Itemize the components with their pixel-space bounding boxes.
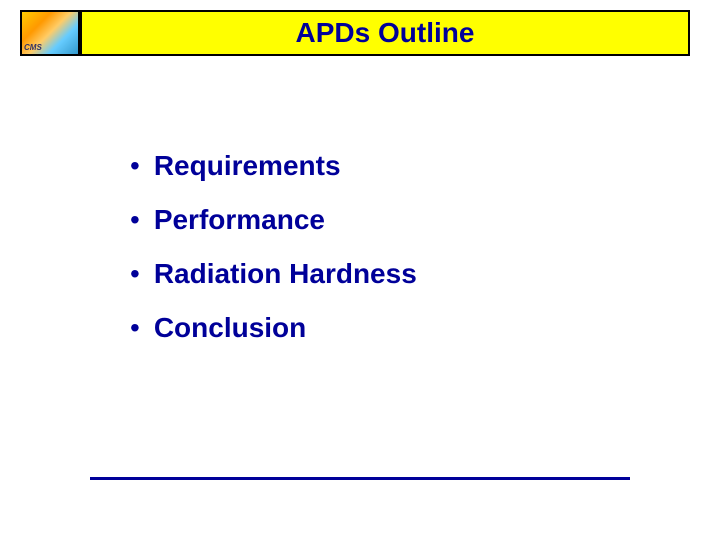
bullet-icon: • bbox=[130, 314, 140, 342]
list-item: • Conclusion bbox=[130, 312, 417, 344]
slide-title: APDs Outline bbox=[296, 17, 475, 49]
bullet-text: Performance bbox=[154, 204, 325, 236]
bullet-text: Conclusion bbox=[154, 312, 306, 344]
bullet-text: Requirements bbox=[154, 150, 341, 182]
title-box: APDs Outline bbox=[80, 10, 690, 56]
list-item: • Performance bbox=[130, 204, 417, 236]
bottom-divider bbox=[90, 477, 630, 480]
list-item: • Requirements bbox=[130, 150, 417, 182]
list-item: • Radiation Hardness bbox=[130, 258, 417, 290]
bullet-icon: • bbox=[130, 260, 140, 288]
bullet-list: • Requirements • Performance • Radiation… bbox=[130, 150, 417, 366]
bullet-text: Radiation Hardness bbox=[154, 258, 417, 290]
bullet-icon: • bbox=[130, 206, 140, 234]
slide-header: APDs Outline bbox=[20, 10, 690, 56]
bullet-icon: • bbox=[130, 152, 140, 180]
cms-logo bbox=[20, 10, 80, 56]
